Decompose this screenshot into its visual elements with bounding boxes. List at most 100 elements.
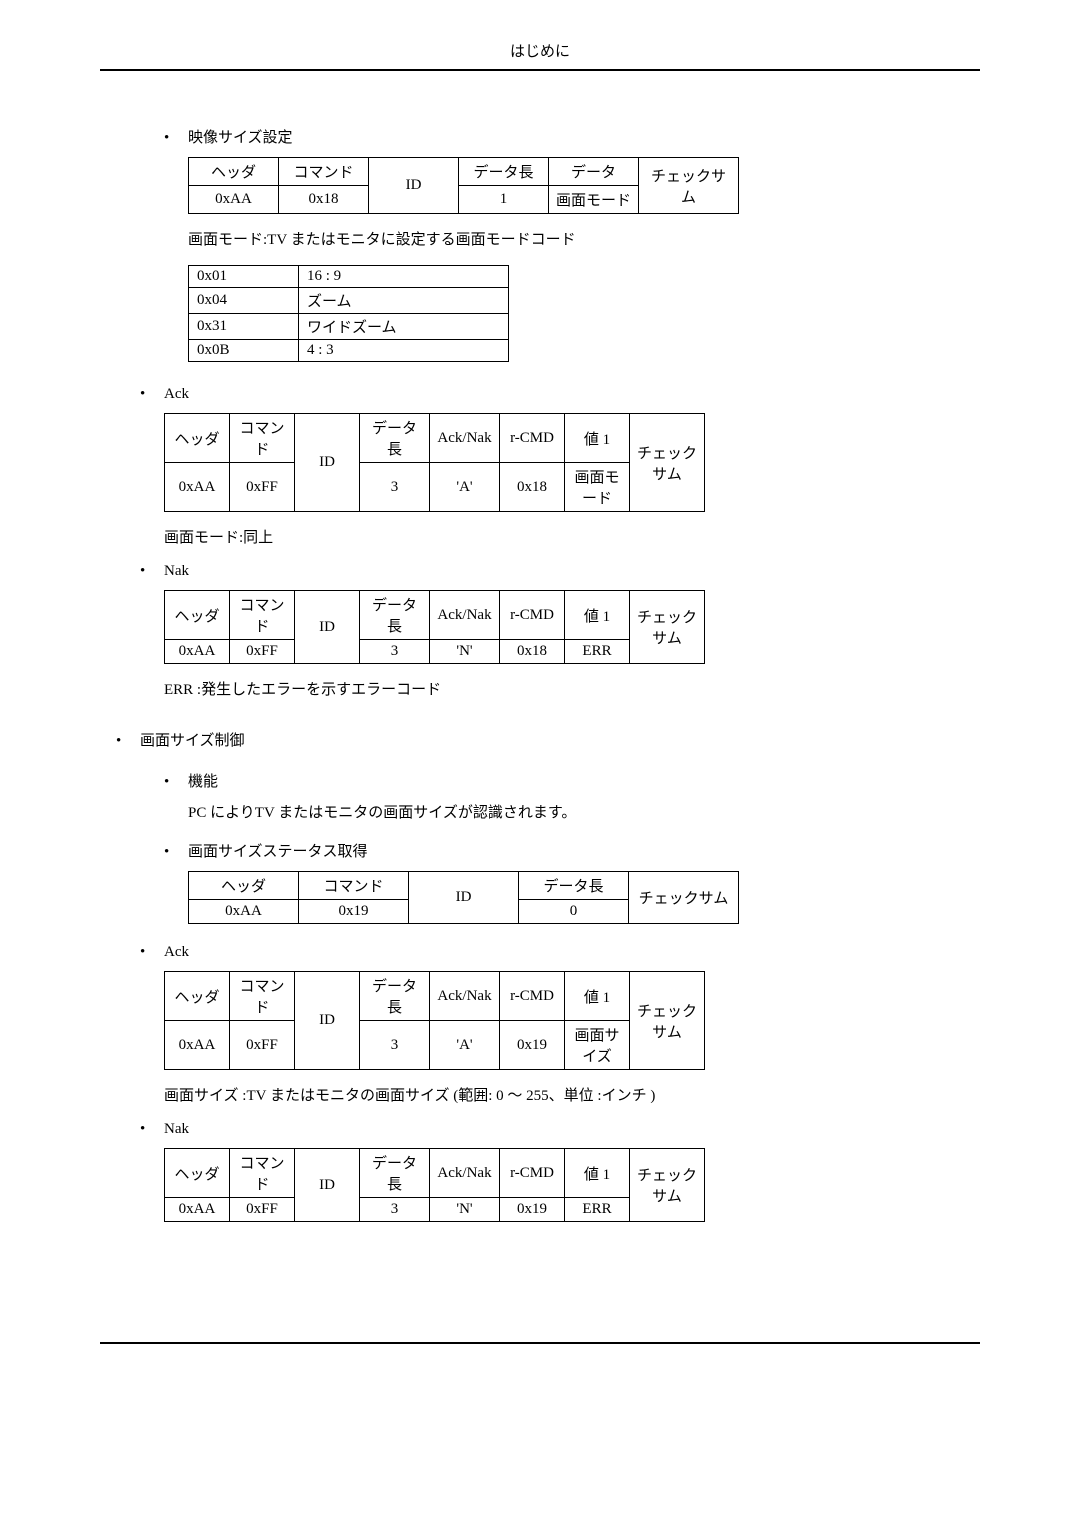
td: 'A' <box>430 1021 500 1070</box>
th: データ長 <box>360 972 430 1021</box>
page-top-title: はじめに <box>100 40 980 71</box>
th: データ長 <box>459 158 549 186</box>
bullet-icon: • <box>140 944 164 961</box>
ack-desc: 画面モード:同上 <box>164 526 980 547</box>
td: 0xAA <box>165 463 230 512</box>
td: 0xFF <box>230 463 295 512</box>
th: コマンド <box>230 591 295 640</box>
th: ID <box>295 591 360 664</box>
nak-table: ヘッダ コマンド ID データ長 Ack/Nak r-CMD 値 1 チェックサ… <box>164 590 705 664</box>
td: 0x19 <box>500 1198 565 1222</box>
th: ID <box>409 872 519 924</box>
ack-desc-2: 画面サイズ :TV またはモニタの画面サイズ (範囲: 0 ～ 255、単位 :… <box>164 1084 980 1105</box>
td: 4 : 3 <box>299 340 509 362</box>
bullet-icon: • <box>140 1121 164 1138</box>
th: データ長 <box>360 591 430 640</box>
modes-table: 0x01 16 : 9 0x04 ズーム 0x31 ワイドズーム 0x0B 4 … <box>188 265 509 362</box>
section-video-size-set: • 映像サイズ設定 ヘッダ コマンド ID データ長 データ チェックサム 0x… <box>140 126 980 699</box>
nak-desc: ERR :発生したエラーを示すエラーコード <box>164 678 980 699</box>
td: ERR <box>565 640 630 664</box>
bullet-icon: • <box>140 563 164 580</box>
td: 'N' <box>430 1198 500 1222</box>
th: Ack/Nak <box>430 1149 500 1198</box>
th: ヘッダ <box>189 158 279 186</box>
td: 1 <box>459 186 549 214</box>
td: 0x19 <box>299 900 409 924</box>
td: 0xAA <box>165 640 230 664</box>
td: 0x0B <box>189 340 299 362</box>
td: 画面サイズ <box>565 1021 630 1070</box>
bullet-icon: • <box>164 774 188 791</box>
td: 0xFF <box>230 1021 295 1070</box>
td: 0 <box>519 900 629 924</box>
td: 0x19 <box>500 1021 565 1070</box>
status-table: ヘッダ コマンド ID データ長 チェックサム 0xAA 0x19 0 <box>188 871 739 924</box>
td: 0x18 <box>279 186 369 214</box>
bullet-icon: • <box>164 844 188 861</box>
td: 0x04 <box>189 288 299 314</box>
td: 3 <box>360 1021 430 1070</box>
th: ヘッダ <box>165 591 230 640</box>
th: 値 1 <box>565 591 630 640</box>
th: Ack/Nak <box>430 591 500 640</box>
td: 0xAA <box>165 1021 230 1070</box>
td: 画面モード <box>549 186 639 214</box>
th: Ack/Nak <box>430 972 500 1021</box>
th: Ack/Nak <box>430 414 500 463</box>
ack-table-2: ヘッダ コマンド ID データ長 Ack/Nak r-CMD 値 1 チェックサ… <box>164 971 705 1070</box>
td: 0x31 <box>189 314 299 340</box>
td: 0xFF <box>230 1198 295 1222</box>
td: 0x18 <box>500 640 565 664</box>
th: ヘッダ <box>165 414 230 463</box>
th: r-CMD <box>500 414 565 463</box>
td: 3 <box>360 463 430 512</box>
th: ID <box>369 158 459 214</box>
td: 0xAA <box>189 186 279 214</box>
td: 0xAA <box>189 900 299 924</box>
td: 16 : 9 <box>299 266 509 288</box>
nak-title: Nak <box>164 563 189 580</box>
ack-table: ヘッダ コマンド ID データ長 Ack/Nak r-CMD 値 1 チェックサ… <box>164 413 705 512</box>
th: チェックサム <box>630 1149 705 1222</box>
td: 0xAA <box>165 1198 230 1222</box>
td: 3 <box>360 640 430 664</box>
th: チェックサム <box>639 158 739 214</box>
th: チェックサム <box>630 591 705 664</box>
th: チェックサム <box>629 872 739 924</box>
th: コマンド <box>230 414 295 463</box>
section-title: 映像サイズ設定 <box>188 126 293 147</box>
th: 値 1 <box>565 414 630 463</box>
func-title: 機能 <box>188 770 218 791</box>
nak-table-2: ヘッダ コマンド ID データ長 Ack/Nak r-CMD 値 1 チェックサ… <box>164 1148 705 1222</box>
td: 3 <box>360 1198 430 1222</box>
ack-title: Ack <box>164 386 189 403</box>
th: r-CMD <box>500 591 565 640</box>
th: コマンド <box>230 972 295 1021</box>
th: データ長 <box>360 414 430 463</box>
th: チェックサム <box>630 972 705 1070</box>
th: r-CMD <box>500 972 565 1021</box>
th: データ長 <box>519 872 629 900</box>
td: 0xFF <box>230 640 295 664</box>
td: 0x01 <box>189 266 299 288</box>
td: 画面モード <box>565 463 630 512</box>
section-title: 画面サイズ制御 <box>140 729 245 750</box>
th: r-CMD <box>500 1149 565 1198</box>
th: ヘッダ <box>165 972 230 1021</box>
ack-title: Ack <box>164 944 189 961</box>
section-screen-size-ctrl: • 画面サイズ制御 • 機能 PC によりTV またはモニタの画面サイズが認識さ… <box>116 729 980 1222</box>
th: チェックサム <box>630 414 705 512</box>
td: 'N' <box>430 640 500 664</box>
th: データ <box>549 158 639 186</box>
bullet-icon: • <box>116 733 140 750</box>
command-table: ヘッダ コマンド ID データ長 データ チェックサム 0xAA 0x18 1 … <box>188 157 739 214</box>
th: ヘッダ <box>189 872 299 900</box>
td: 'A' <box>430 463 500 512</box>
func-desc: PC によりTV またはモニタの画面サイズが認識されます。 <box>188 801 980 822</box>
td: ワイドズーム <box>299 314 509 340</box>
th: ヘッダ <box>165 1149 230 1198</box>
th: データ長 <box>360 1149 430 1198</box>
status-title: 画面サイズステータス取得 <box>188 840 368 861</box>
th: ID <box>295 1149 360 1222</box>
th: 値 1 <box>565 972 630 1021</box>
